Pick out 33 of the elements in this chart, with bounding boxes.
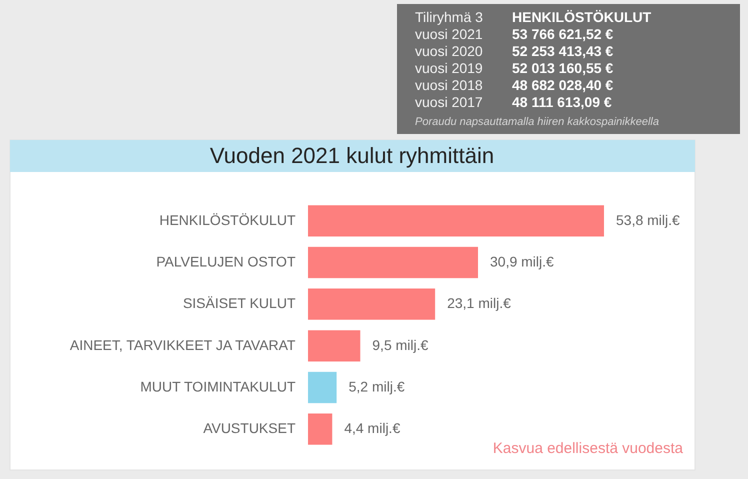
text: 48 682 028,40 €: [512, 77, 614, 93]
text: HENKILÖSTÖKULUT: [512, 9, 652, 25]
bar: [308, 246, 478, 278]
text: 53 766 621,52 €: [512, 26, 614, 42]
y-tick-label: AINEET, TARVIKKEET JA TAVARAT: [70, 336, 296, 353]
data-label: 23,1 milj.€: [447, 295, 512, 312]
data-label: 5,2 milj.€: [348, 378, 405, 394]
annotation: Kasvua edellisestä vuodesta: [492, 440, 684, 457]
text: 52 013 160,55 €: [512, 60, 614, 76]
y-tick-label: PALVELUJEN OSTOT: [156, 254, 296, 270]
text: vuosi 2019: [415, 60, 483, 76]
y-tick-label: HENKILÖSTÖKULUT: [159, 212, 296, 228]
y-tick-label: SISÄISET KULUT: [182, 295, 296, 312]
y-tick-label: MUUT TOIMINTAKULUT: [140, 378, 296, 394]
data-label: 30,9 milj.€: [490, 254, 554, 270]
data-label: 4,4 milj.€: [344, 420, 400, 436]
text: 52 253 413,43 €: [512, 43, 614, 59]
text: Tiliryhmä 3: [415, 9, 484, 25]
text: vuosi 2020: [415, 43, 483, 59]
data-label: 53,8 milj.€: [616, 212, 680, 228]
text: vuosi 2017: [415, 94, 483, 110]
text: 48 111 613,09 €: [512, 94, 612, 110]
text: vuosi 2021: [415, 26, 483, 42]
text: Poraudu napsauttamalla hiiren kakkospainikkeella: [415, 116, 659, 128]
chart-title: Vuoden 2021 kulut ryhmittäin: [210, 143, 494, 168]
text: vuosi 2018: [415, 77, 483, 93]
bar: [308, 372, 337, 404]
bar: [308, 330, 360, 362]
data-label: 9,5 milj.€: [372, 336, 428, 353]
y-tick-label: AVUSTUKSET: [203, 420, 296, 436]
bar: [308, 205, 604, 236]
bar: [308, 414, 332, 445]
bar: [308, 288, 436, 320]
